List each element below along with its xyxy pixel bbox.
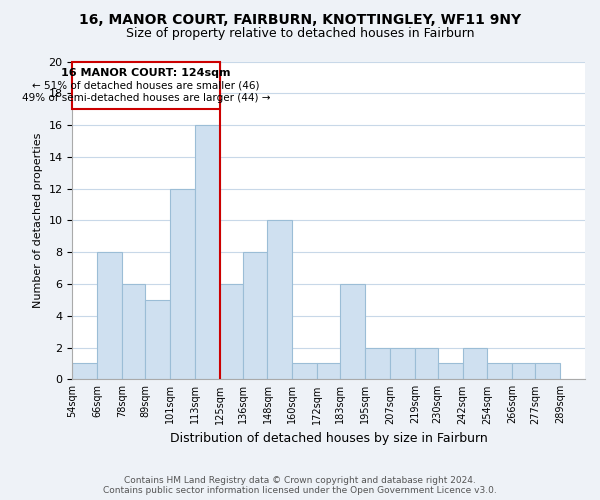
Bar [390, 348, 415, 380]
Bar [340, 284, 365, 380]
Bar [220, 284, 242, 380]
Bar [145, 300, 170, 380]
Bar [122, 284, 145, 380]
Bar [317, 364, 340, 380]
Text: Size of property relative to detached houses in Fairburn: Size of property relative to detached ho… [126, 28, 474, 40]
Bar [242, 252, 268, 380]
Text: 16 MANOR COURT: 124sqm: 16 MANOR COURT: 124sqm [61, 68, 231, 78]
Bar [365, 348, 390, 380]
Text: ← 51% of detached houses are smaller (46): ← 51% of detached houses are smaller (46… [32, 80, 260, 90]
Bar [512, 364, 535, 380]
X-axis label: Distribution of detached houses by size in Fairburn: Distribution of detached houses by size … [170, 432, 488, 445]
Bar [97, 252, 122, 380]
Text: 16, MANOR COURT, FAIRBURN, KNOTTINGLEY, WF11 9NY: 16, MANOR COURT, FAIRBURN, KNOTTINGLEY, … [79, 12, 521, 26]
Bar [292, 364, 317, 380]
Bar [535, 364, 560, 380]
FancyBboxPatch shape [73, 62, 220, 109]
Y-axis label: Number of detached properties: Number of detached properties [33, 132, 43, 308]
Bar [268, 220, 292, 380]
Text: 49% of semi-detached houses are larger (44) →: 49% of semi-detached houses are larger (… [22, 94, 271, 104]
Bar [73, 364, 97, 380]
Text: Contains HM Land Registry data © Crown copyright and database right 2024.
Contai: Contains HM Land Registry data © Crown c… [103, 476, 497, 495]
Bar [415, 348, 437, 380]
Bar [170, 188, 195, 380]
Bar [463, 348, 487, 380]
Bar [195, 125, 220, 380]
Bar [487, 364, 512, 380]
Bar [437, 364, 463, 380]
